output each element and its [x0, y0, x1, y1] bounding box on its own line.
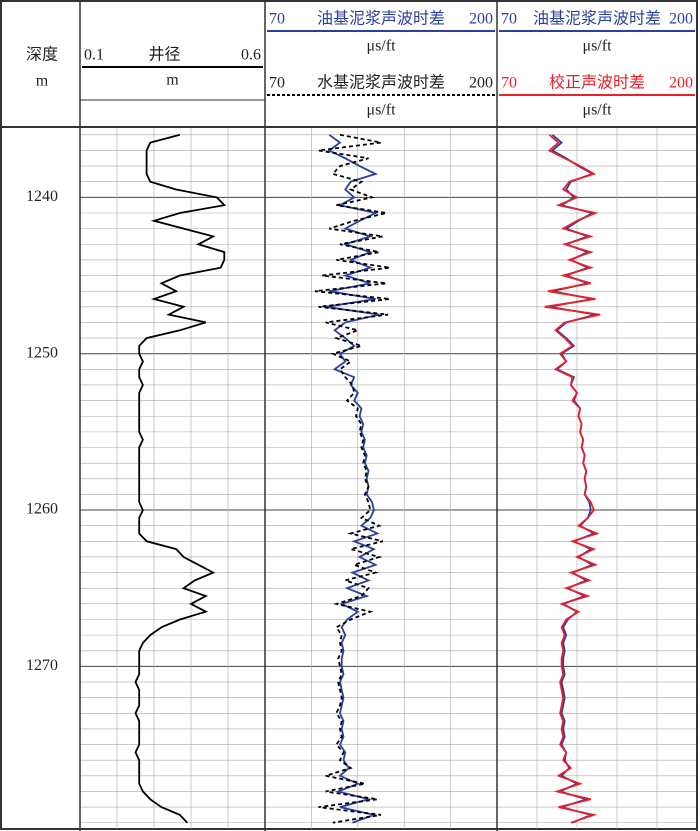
curve-unit: μs/ft: [582, 38, 612, 55]
depth-tick-label: 1240: [26, 188, 58, 205]
scale-max-label: 200: [669, 75, 693, 92]
curve-unit: μs/ft: [366, 38, 396, 55]
scale-max-label: 200: [669, 11, 693, 28]
curve-unit: m: [166, 72, 179, 89]
curve-unit: μs/ft: [366, 102, 396, 119]
scale-min-label: 70: [269, 75, 285, 92]
scale-min-label: 70: [501, 75, 517, 92]
scale-min-label: 70: [501, 11, 517, 28]
curve-name: 校正声波时差: [549, 74, 645, 92]
depth-unit: m: [36, 73, 49, 90]
curve-name: 油基泥浆声波时差: [533, 10, 661, 28]
curve-name: 油基泥浆声波时差: [317, 10, 445, 28]
depth-label: 深度: [26, 46, 58, 64]
curve-name: 水基泥浆声波时差: [317, 74, 445, 92]
scale-max-label: 0.6: [241, 47, 261, 64]
curve-name: 井径: [148, 46, 180, 64]
log-curve: [544, 134, 601, 824]
scale-max-label: 200: [469, 75, 493, 92]
curve-unit: μs/ft: [582, 102, 612, 119]
scale-min-label: 0.1: [84, 47, 104, 64]
log-curve: [134, 133, 227, 824]
depth-tick-label: 1270: [26, 657, 58, 674]
depth-tick-label: 1260: [26, 501, 58, 518]
depth-tick-label: 1250: [26, 344, 58, 361]
scale-max-label: 200: [469, 11, 493, 28]
scale-min-label: 70: [269, 11, 285, 28]
